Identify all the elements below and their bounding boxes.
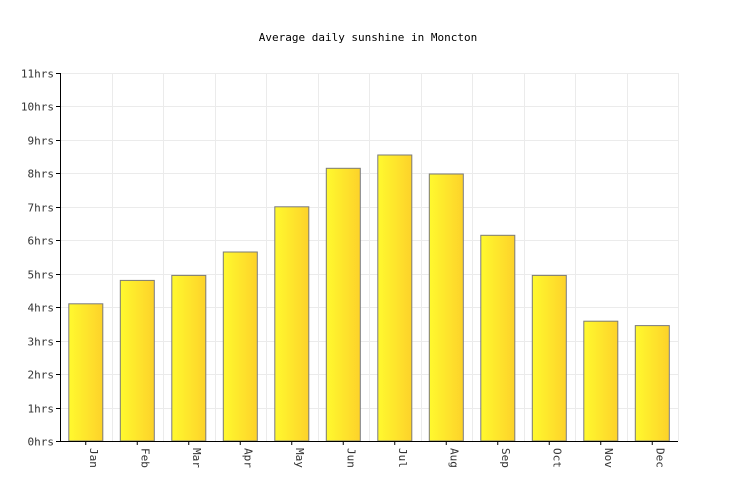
- y-tick-label: 6hrs: [28, 235, 55, 248]
- y-tick-label: 3hrs: [28, 336, 55, 349]
- x-tick-label: Apr: [241, 448, 254, 468]
- x-tick-label: Oct: [550, 448, 563, 468]
- axes: [56, 73, 678, 445]
- bar-apr: [222, 251, 258, 442]
- y-tick-label: 9hrs: [28, 135, 55, 148]
- bar-jul: [377, 154, 413, 442]
- bar-jun: [325, 167, 361, 442]
- bar-aug: [428, 173, 464, 442]
- grid-lines: [60, 73, 679, 442]
- y-tick-label: 11hrs: [21, 68, 54, 81]
- bar-feb: [119, 279, 155, 442]
- x-tick-label: Sep: [499, 448, 512, 468]
- bar-jan: [68, 303, 104, 442]
- y-tick-label: 10hrs: [21, 101, 54, 114]
- bar-oct: [531, 274, 567, 442]
- x-tick-label: Aug: [447, 448, 460, 468]
- x-tick-label: Jun: [344, 448, 357, 468]
- bars: [68, 154, 670, 442]
- y-tick-label: 4hrs: [28, 302, 55, 315]
- bar-may: [274, 206, 310, 442]
- bar-sep: [480, 234, 516, 442]
- y-tick-label: 1hrs: [28, 403, 55, 416]
- x-tick-label: May: [293, 448, 306, 468]
- bar-mar: [171, 274, 207, 442]
- y-tick-labels: 0hrs 1hrs 2hrs 3hrs 4hrs 5hrs 6hrs 7hrs 8hrs 9hrs…: [21, 68, 54, 449]
- x-tick-label: Mar: [190, 448, 203, 468]
- x-tick-label: Jan: [87, 448, 100, 468]
- y-tick-label: 5hrs: [28, 269, 55, 282]
- y-tick-label: 8hrs: [28, 168, 55, 181]
- bar-dec: [634, 325, 670, 442]
- x-tick-label: Feb: [138, 448, 151, 468]
- chart-title: Average daily sunshine in Moncton: [259, 31, 478, 44]
- y-tick-label: 7hrs: [28, 202, 55, 215]
- x-tick-label: Nov: [602, 448, 615, 468]
- y-tick-label: 2hrs: [28, 369, 55, 382]
- y-tick-label: 0hrs: [28, 436, 55, 449]
- bar-nov: [583, 320, 619, 442]
- x-tick-label: Jul: [396, 448, 409, 468]
- x-tick-labels: Jan Feb Mar Apr May Jun Jul Aug Sep Oct Nov Dec: [87, 448, 667, 468]
- x-tick-label: Dec: [653, 448, 666, 468]
